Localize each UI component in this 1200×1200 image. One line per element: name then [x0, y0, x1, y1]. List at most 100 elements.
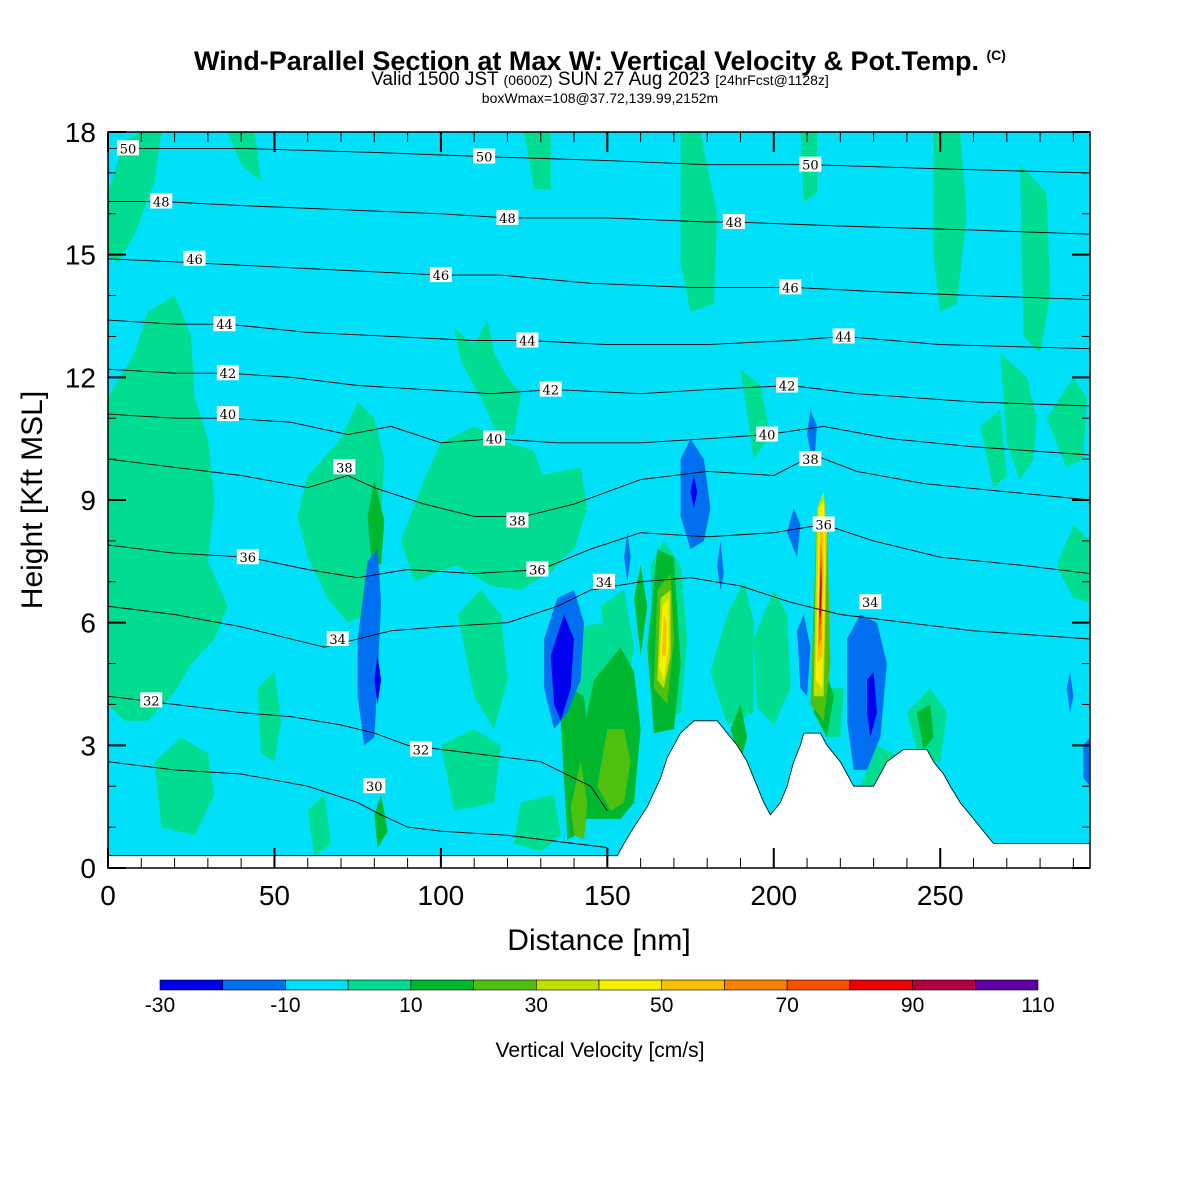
- box-wmax-info: boxWmax=108@37.72,139.99,2152m: [481, 90, 719, 106]
- x-tick-label: 150: [584, 880, 631, 911]
- w-region: [227, 132, 262, 182]
- theta-label: 48: [726, 216, 743, 231]
- theta-label: 34: [862, 596, 879, 611]
- y-tick-label: 15: [65, 240, 96, 271]
- w-region: [374, 794, 388, 848]
- theta-contour: [108, 524, 1090, 579]
- theta-label: 50: [476, 151, 493, 166]
- theta-label: 46: [433, 269, 450, 284]
- theta-label-box: [216, 406, 239, 422]
- theta-label-box: [799, 156, 822, 172]
- x-tick-label: 250: [917, 880, 964, 911]
- theta-label: 40: [759, 429, 776, 444]
- theta-label: 36: [815, 519, 832, 534]
- forecast-info: [24hrFcst@1128z]: [715, 72, 829, 88]
- theta-label: 48: [499, 212, 516, 227]
- w-region: [1000, 352, 1037, 480]
- theta-label-box: [496, 209, 519, 225]
- colorbar-swatch: [661, 979, 725, 991]
- valid-date: SUN 27 Aug 2023: [557, 69, 710, 90]
- theta-contour: [108, 413, 1090, 456]
- theta-label: 44: [216, 318, 233, 333]
- chart-titles: Wind-Parallel Section at Max W: Vertical…: [0, 40, 1200, 106]
- w-region: [524, 132, 551, 190]
- theta-label: 42: [779, 380, 796, 395]
- w-region: [597, 729, 631, 811]
- w-region: [1046, 377, 1087, 468]
- colorbar-swatch: [159, 979, 224, 991]
- theta-contour: [108, 147, 1090, 174]
- copyright-mark: (C): [986, 47, 1006, 63]
- theta-label-box: [859, 594, 882, 610]
- colorbar-swatch: [974, 979, 1039, 991]
- colorbar-tick-label: 50: [650, 994, 673, 1017]
- w-region: [550, 614, 574, 721]
- colorbar-swatch: [786, 979, 851, 991]
- chart-title: Wind-Parallel Section at Max W: Vertical…: [0, 40, 1200, 76]
- theta-label-box: [363, 778, 386, 794]
- theta-contour: [108, 454, 1090, 517]
- theta-label-box: [516, 332, 539, 348]
- w-region: [1020, 164, 1051, 353]
- theta-contour: [108, 577, 1090, 648]
- w-region: [624, 532, 631, 582]
- plot-area: 50 50 50 48 48 48 46 46 46 44 44 44 42 42 42 40 40 40 38 38…: [108, 132, 1090, 868]
- w-region: [1056, 524, 1090, 603]
- colorbar-swatch: [724, 979, 788, 991]
- theta-label: 50: [802, 159, 819, 174]
- w-region: [710, 581, 754, 725]
- chart-subtitle: Valid 1500 JST (0600Z) SUN 27 Aug 2023 […: [0, 70, 1200, 90]
- theta-label: 46: [186, 253, 203, 268]
- y-tick-label: 18: [65, 117, 96, 148]
- w-region: [307, 794, 331, 856]
- colorbar-swatch: [473, 979, 537, 991]
- colorbar-swatch: [222, 979, 286, 991]
- w-region: [154, 737, 215, 836]
- theta-label: 36: [240, 551, 257, 566]
- theta-label: 32: [413, 743, 430, 758]
- colorbar-swatch: [347, 979, 412, 991]
- theta-contour: [108, 761, 608, 849]
- theta-label-box: [183, 250, 206, 266]
- w-region: [480, 467, 588, 570]
- theta-label-box: [236, 549, 259, 565]
- theta-label-box: [539, 381, 562, 397]
- theta-label-box: [779, 279, 802, 295]
- valid-utc: (0600Z): [503, 72, 553, 88]
- w-region: [797, 614, 811, 697]
- w-region: [108, 132, 162, 263]
- theta-label-box: [722, 213, 745, 229]
- chart-title-text: Wind-Parallel Section at Max W: Vertical…: [194, 46, 979, 76]
- colorbar-tick-label: 90: [901, 994, 924, 1017]
- colorbar-swatch: [410, 979, 474, 991]
- w-region: [867, 671, 877, 738]
- y-axis-label: Height [Kft MSL]: [16, 391, 49, 609]
- theta-label-box: [140, 692, 163, 708]
- w-region: [787, 508, 801, 558]
- terrain-outline: [108, 720, 1090, 857]
- w-region: [753, 590, 791, 725]
- w-region: [1083, 737, 1090, 787]
- colorbar-swatch: [849, 979, 913, 991]
- theta-label: 36: [529, 564, 546, 579]
- theta-label-box: [799, 451, 822, 467]
- w-region: [367, 479, 385, 566]
- colorbar-tick-label: 30: [525, 994, 548, 1017]
- theta-label-box: [506, 512, 529, 528]
- theta-label: 40: [486, 433, 503, 448]
- colorbar-tick-label: -10: [270, 994, 300, 1017]
- theta-label: 32: [143, 694, 160, 709]
- y-tick-label: 9: [80, 485, 96, 516]
- w-region: [297, 401, 385, 623]
- w-region: [980, 410, 1007, 488]
- theta-label-box: [756, 426, 779, 442]
- colorbar-swatch: [535, 979, 600, 991]
- theta-contour: [108, 695, 608, 812]
- w-region: [1066, 671, 1074, 713]
- theta-label-box: [832, 328, 855, 344]
- w-region: [440, 729, 501, 811]
- colorbar-tick-label: -30: [145, 994, 175, 1017]
- x-tick-label: 0: [100, 880, 116, 911]
- w-region: [690, 475, 698, 509]
- theta-label-box: [216, 365, 239, 381]
